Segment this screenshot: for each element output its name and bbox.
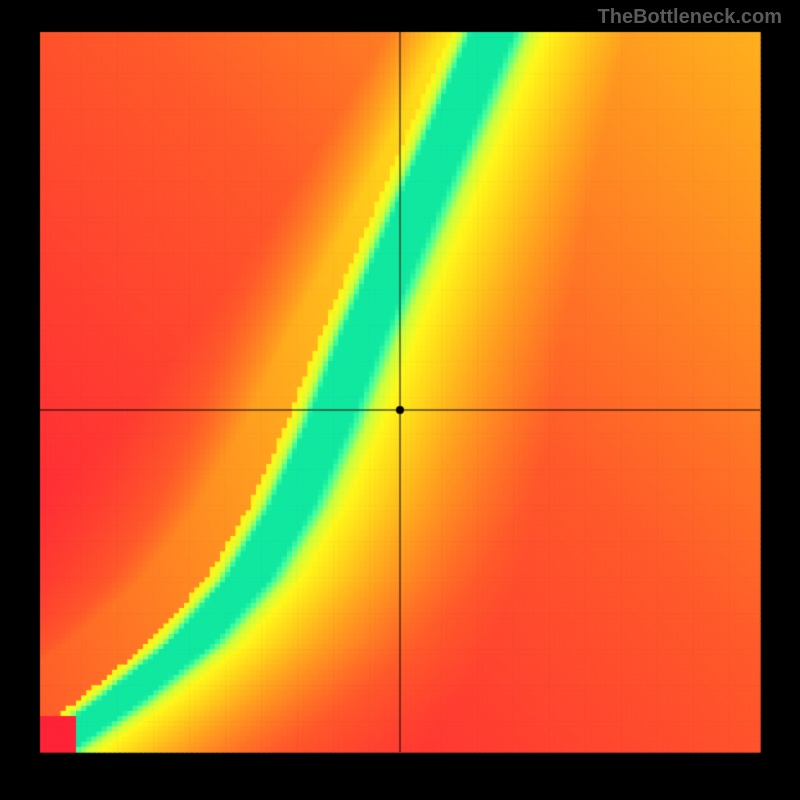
watermark-text: TheBottleneck.com	[598, 6, 782, 29]
chart-container: TheBottleneck.com	[0, 0, 800, 800]
heatmap-canvas	[0, 0, 800, 800]
